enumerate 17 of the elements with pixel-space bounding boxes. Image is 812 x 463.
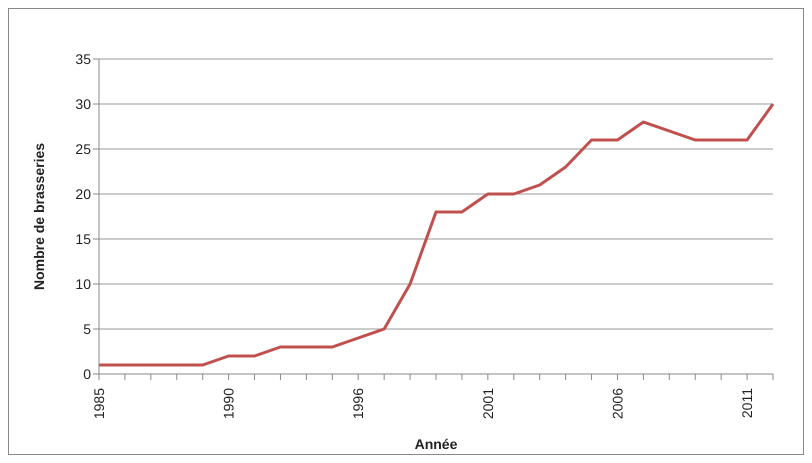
x-tick-label: 1990 xyxy=(220,388,237,420)
y-tick-label: 10 xyxy=(75,276,92,292)
y-tick-label: 25 xyxy=(75,140,92,157)
x-tick-label: 1985 xyxy=(91,388,107,420)
x-tick-label: 1996 xyxy=(350,388,366,420)
y-axis-title: Nombre de brasseries xyxy=(30,142,47,290)
y-tick-label: 0 xyxy=(83,366,92,382)
y-tick-label: 35 xyxy=(75,50,92,67)
y-tick-label: 30 xyxy=(75,96,92,112)
x-tick-label: 2001 xyxy=(480,388,496,420)
y-tick-label: 5 xyxy=(83,320,92,337)
x-axis-title: Année xyxy=(414,436,458,452)
x-tick-label: 2011 xyxy=(739,388,756,418)
y-tick-label: 15 xyxy=(75,230,92,247)
y-tick-label: 20 xyxy=(75,186,92,202)
line-series xyxy=(98,102,774,366)
x-tick-label: 2006 xyxy=(609,388,626,420)
